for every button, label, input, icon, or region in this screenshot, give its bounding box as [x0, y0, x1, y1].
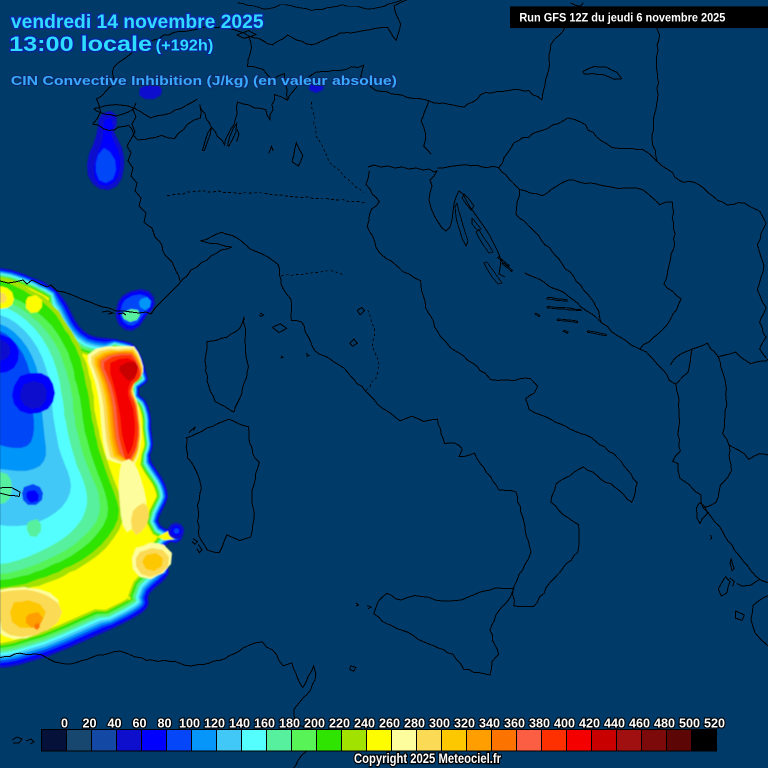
- svg-text:160: 160: [254, 717, 275, 731]
- svg-text:40: 40: [107, 717, 121, 731]
- svg-text:0: 0: [61, 717, 68, 731]
- svg-text:440: 440: [604, 717, 625, 731]
- svg-text:Run GFS 12Z du jeudi 6 novembr: Run GFS 12Z du jeudi 6 novembre 2025: [519, 13, 726, 25]
- svg-text:180: 180: [279, 717, 300, 731]
- svg-text:60: 60: [132, 717, 146, 731]
- svg-text:340: 340: [479, 717, 500, 731]
- svg-text:(+192h): (+192h): [156, 38, 214, 55]
- svg-text:240: 240: [354, 717, 375, 731]
- svg-text:460: 460: [629, 717, 650, 731]
- svg-text:CIN Convective Inhibition (J/k: CIN Convective Inhibition (J/kg) (en val…: [11, 73, 397, 88]
- svg-text:420: 420: [579, 717, 600, 731]
- svg-text:380: 380: [529, 717, 550, 731]
- svg-text:520: 520: [704, 717, 725, 731]
- svg-text:20: 20: [82, 717, 96, 731]
- svg-text:13:00 locale: 13:00 locale: [9, 32, 152, 56]
- svg-text:220: 220: [329, 717, 350, 731]
- svg-text:320: 320: [454, 717, 475, 731]
- svg-text:500: 500: [679, 717, 700, 731]
- svg-text:300: 300: [429, 717, 450, 731]
- svg-text:280: 280: [404, 717, 425, 731]
- svg-text:vendredi 14 novembre 2025: vendredi 14 novembre 2025: [11, 12, 264, 33]
- svg-text:140: 140: [229, 717, 250, 731]
- svg-text:120: 120: [204, 717, 225, 731]
- svg-text:80: 80: [157, 717, 171, 731]
- svg-text:400: 400: [554, 717, 575, 731]
- svg-text:200: 200: [304, 717, 325, 731]
- svg-text:Copyright 2025 Meteociel.fr: Copyright 2025 Meteociel.fr: [354, 751, 502, 766]
- svg-text:100: 100: [179, 717, 200, 731]
- svg-text:260: 260: [379, 717, 400, 731]
- svg-text:360: 360: [504, 717, 525, 731]
- svg-text:480: 480: [654, 717, 675, 731]
